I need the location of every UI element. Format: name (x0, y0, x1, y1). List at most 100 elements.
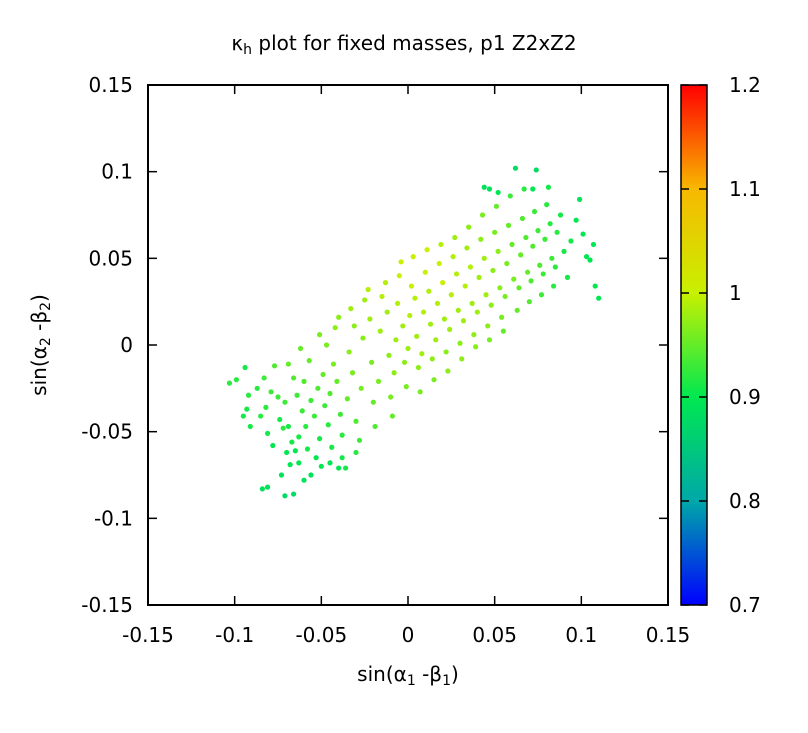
data-point (462, 283, 468, 289)
data-point (492, 229, 498, 235)
data-point (327, 460, 333, 466)
data-point (259, 486, 265, 492)
data-point (242, 364, 248, 371)
y-tick-label: -0.05 (81, 420, 133, 444)
data-point (485, 323, 491, 329)
data-point (493, 203, 499, 209)
data-point (410, 254, 416, 260)
y-label-sub: 2 (38, 301, 54, 311)
data-point (391, 370, 397, 376)
data-point (396, 273, 402, 279)
data-point (533, 167, 539, 173)
data-point (348, 306, 354, 312)
data-point (282, 493, 288, 499)
data-point (268, 389, 274, 395)
data-point (386, 352, 392, 358)
data-point (486, 186, 493, 192)
data-point (291, 491, 297, 497)
data-point (443, 349, 449, 355)
data-point (528, 278, 534, 284)
data-point (289, 439, 295, 445)
data-point (332, 325, 338, 331)
data-point (518, 252, 524, 258)
data-point (434, 300, 441, 306)
data-point (322, 403, 328, 409)
data-point (327, 390, 333, 397)
data-point (306, 358, 312, 364)
y-axis-ticks: -0.15 -0.1 -0.05 0 0.05 0.1 0.15 (81, 73, 668, 617)
data-point (455, 307, 461, 313)
data-point (339, 432, 345, 438)
data-point (258, 413, 264, 419)
data-point (400, 323, 406, 329)
data-point (500, 328, 506, 334)
data-point (535, 228, 541, 234)
data-point (422, 269, 428, 275)
data-point (583, 254, 590, 260)
data-point (459, 356, 465, 362)
data-point (530, 186, 536, 192)
data-point (403, 384, 409, 390)
data-point (464, 245, 470, 251)
data-point (240, 413, 246, 419)
data-point (287, 462, 293, 468)
data-point (497, 285, 503, 291)
data-point (417, 389, 423, 395)
x-axis-ticks: -0.15 -0.1 -0.05 0 0.05 0.1 0.15 (122, 85, 690, 647)
y-tick-label: 0 (120, 333, 133, 357)
data-point (478, 236, 484, 242)
chart-title: κh plot for fixed masses, p1 Z2xZ2 (0, 31, 808, 57)
data-point (285, 361, 291, 367)
data-point (297, 345, 304, 352)
title-text: plot for fixed masses, p1 Z2xZ2 (252, 31, 577, 55)
data-point (330, 361, 337, 367)
data-point (525, 269, 531, 275)
data-point (523, 234, 529, 241)
data-point (545, 184, 552, 190)
data-point (587, 257, 593, 263)
data-point (311, 413, 317, 419)
data-point (438, 241, 444, 248)
data-point (245, 392, 252, 398)
y-tick-label: -0.15 (81, 593, 133, 617)
data-point (431, 377, 437, 383)
data-point (339, 455, 345, 461)
data-point (349, 370, 356, 376)
data-point (452, 234, 458, 241)
data-point (577, 196, 583, 202)
data-point (254, 385, 260, 391)
data-point (343, 465, 349, 471)
data-point (573, 217, 579, 223)
data-point (353, 418, 359, 424)
data-point (499, 314, 505, 320)
data-point (538, 292, 545, 298)
colorbar-tick-label: 1.1 (729, 177, 761, 201)
title-kappa: κ (231, 31, 244, 55)
x-tick-label: 0.15 (646, 623, 691, 647)
data-point (450, 254, 456, 260)
data-point (479, 212, 486, 218)
data-point (284, 449, 290, 456)
data-point (320, 371, 326, 378)
data-point (356, 437, 363, 443)
data-point (318, 463, 324, 469)
data-point (401, 359, 408, 365)
data-point (369, 359, 375, 365)
data-point (511, 276, 517, 282)
data-point (294, 392, 300, 398)
data-point (379, 293, 385, 300)
data-point (280, 425, 286, 431)
data-point (507, 193, 513, 199)
data-point (367, 316, 373, 322)
x-label-part: -β (415, 662, 443, 686)
data-point (263, 404, 269, 410)
data-point (292, 448, 298, 454)
data-point (526, 299, 532, 305)
data-point (540, 271, 546, 277)
data-point (445, 368, 451, 374)
colorbar-ticks: 0.7 0.8 0.9 1 1.1 1.2 (681, 73, 761, 617)
data-point (481, 255, 487, 261)
colorbar (680, 84, 708, 606)
data-point (244, 406, 250, 412)
x-axis-label: sin(α1 -β1) (148, 662, 668, 688)
